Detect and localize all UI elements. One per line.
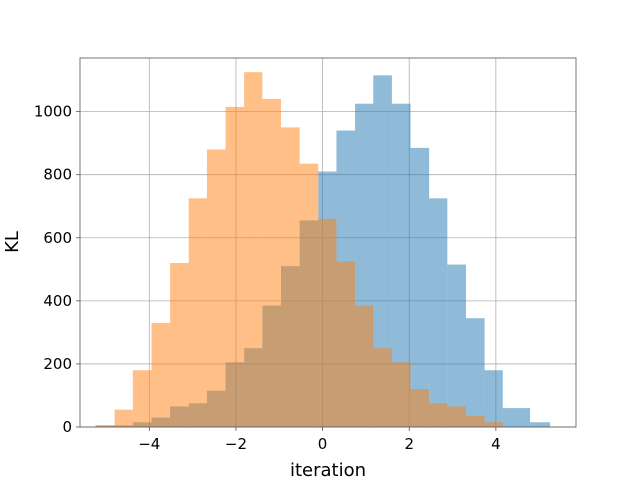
histogram-bar-series-1	[502, 408, 522, 427]
plot-frame	[79, 57, 577, 428]
histogram-bar-series-1	[391, 103, 411, 427]
histogram-bar-series-2	[391, 362, 411, 427]
histogram-bar-series-2	[336, 261, 356, 427]
x-axis-label: iteration	[290, 460, 366, 480]
histogram-bar-series-2	[170, 263, 189, 427]
histogram-bar-series-1	[521, 408, 531, 427]
histogram-bar-series-2	[429, 403, 448, 427]
histogram-bar-series-1	[484, 370, 503, 427]
histogram-bar-series-2	[465, 415, 485, 427]
x-tick-label: 2	[404, 435, 414, 453]
y-tick-label: 600	[43, 229, 72, 247]
histogram-bar-series-2	[132, 370, 152, 427]
histogram-bar-series-2	[299, 163, 319, 427]
histogram-bar-series-2	[280, 127, 300, 427]
histogram-bar-series-1	[465, 318, 485, 427]
histogram-bar-series-2	[151, 322, 171, 427]
histogram-bar-series-2	[188, 198, 207, 427]
histogram-bar-series-2	[114, 409, 133, 427]
histogram-bar-series-2	[225, 106, 245, 427]
histogram-bar-series-2	[484, 422, 503, 427]
bars	[95, 72, 551, 428]
histogram-bar-series-2	[447, 406, 466, 427]
ticks: −4 −2 0 2 4 0 200 400 600 800 1000	[34, 103, 501, 453]
histogram-bar-series-2	[244, 72, 263, 427]
x-tick-label: −2	[225, 435, 247, 453]
y-tick-label: 200	[43, 355, 72, 373]
y-tick-label: 400	[43, 292, 72, 310]
x-tick-label: 4	[491, 435, 501, 453]
histogram-bar-series-1	[530, 422, 551, 427]
histogram-bar-series-2	[410, 389, 430, 427]
histogram-bar-series-2	[95, 425, 115, 427]
y-axis-label: KL	[2, 231, 23, 253]
y-tick-label: 800	[43, 166, 72, 184]
y-tick-label: 1000	[34, 103, 72, 121]
histogram-bar-series-2	[373, 348, 392, 427]
histogram-bar-series-1	[410, 147, 430, 427]
histogram-bar-series-1	[447, 264, 466, 427]
histogram-bar-series-1	[373, 75, 392, 427]
histogram-bar-series-2	[355, 305, 374, 427]
histogram-bar-series-2	[206, 149, 226, 427]
x-tick-label: −4	[138, 435, 160, 453]
x-tick-label: 0	[318, 435, 328, 453]
histogram-bar-series-2	[318, 218, 337, 427]
histogram-bar-series-2	[262, 99, 281, 427]
histogram-bar-series-1	[429, 198, 448, 427]
y-tick-label: 0	[62, 418, 72, 436]
